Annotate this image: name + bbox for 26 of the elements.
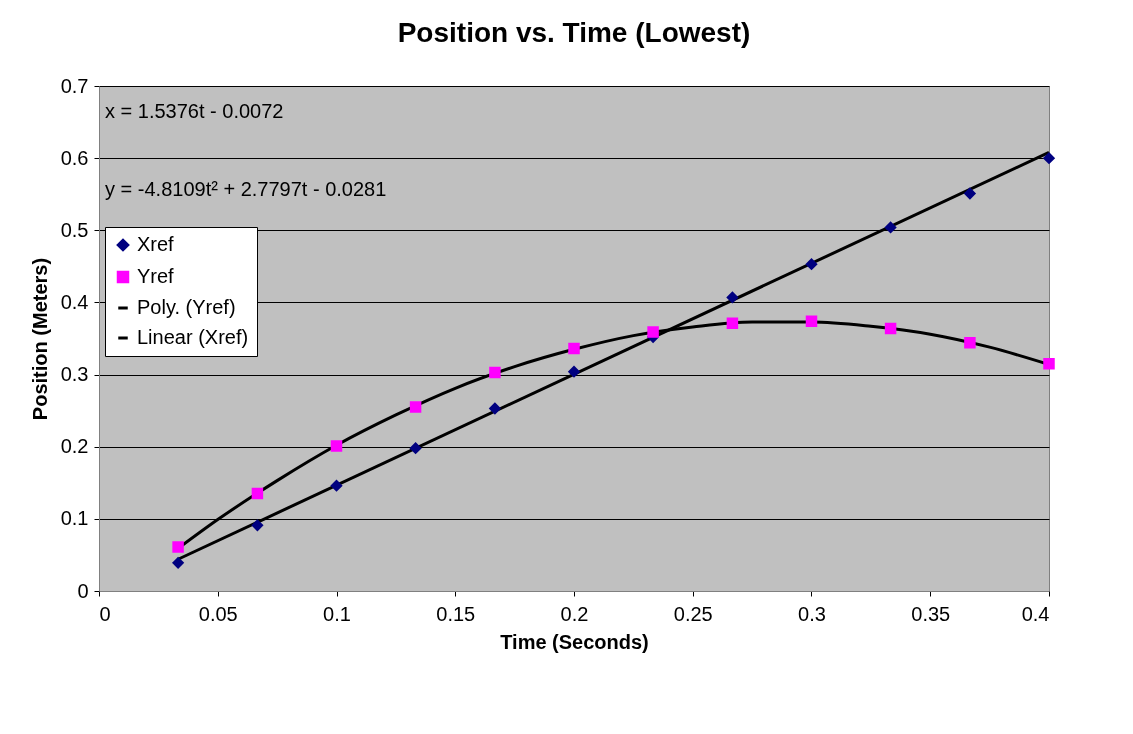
x-tick-label: 0.2	[560, 602, 589, 625]
legend-label: Poly. (Yref)	[137, 296, 236, 318]
legend-label: Yref	[137, 265, 175, 287]
y-tick-label: 0.4	[60, 290, 89, 313]
y-tick-label: 0.6	[60, 146, 89, 169]
y-tick-label: 0.2	[60, 435, 89, 458]
x-axis-title: Time (Seconds)	[500, 630, 649, 653]
x-tick-label: 0	[99, 602, 111, 625]
y-tick-label: 0.1	[60, 507, 89, 530]
legend-label: Xref	[137, 233, 175, 255]
x-tick-label: 0.35	[911, 602, 951, 625]
y-tick-label: 0.5	[60, 218, 89, 241]
x-tick-label: 0.15	[436, 602, 476, 625]
x-tick-label: 0.25	[673, 602, 713, 625]
x-tick-label: 0.1	[323, 602, 351, 625]
y-tick-label: 0.7	[60, 74, 89, 97]
chart-title: Position vs. Time (Lowest)	[397, 17, 751, 48]
legend-label: Linear (Xref)	[137, 326, 249, 348]
annotation: x = 1.5376t - 0.0072	[105, 100, 284, 122]
annotation: y = -4.8109t² + 2.7797t - 0.0281	[105, 178, 387, 200]
x-tick-label: 0.3	[798, 602, 826, 625]
y-tick-label: 0.3	[60, 363, 89, 386]
y-tick-label: 0	[77, 579, 89, 602]
x-tick-label: 0.4	[1021, 602, 1050, 625]
y-axis-title: Position (Meters)	[28, 257, 51, 421]
x-tick-label: 0.05	[198, 602, 238, 625]
